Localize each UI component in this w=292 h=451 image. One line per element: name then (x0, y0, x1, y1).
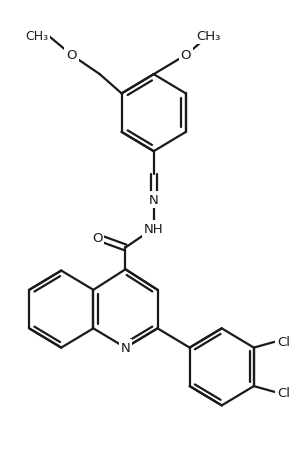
Text: NH: NH (144, 222, 164, 235)
Text: Cl: Cl (277, 386, 290, 399)
Text: Cl: Cl (277, 335, 290, 348)
Text: CH₃: CH₃ (25, 30, 48, 43)
Text: O: O (180, 49, 191, 62)
Text: CH₃: CH₃ (197, 30, 221, 43)
Text: N: N (149, 194, 159, 207)
Text: N: N (121, 341, 130, 354)
Text: O: O (66, 49, 77, 62)
Text: O: O (92, 231, 102, 244)
